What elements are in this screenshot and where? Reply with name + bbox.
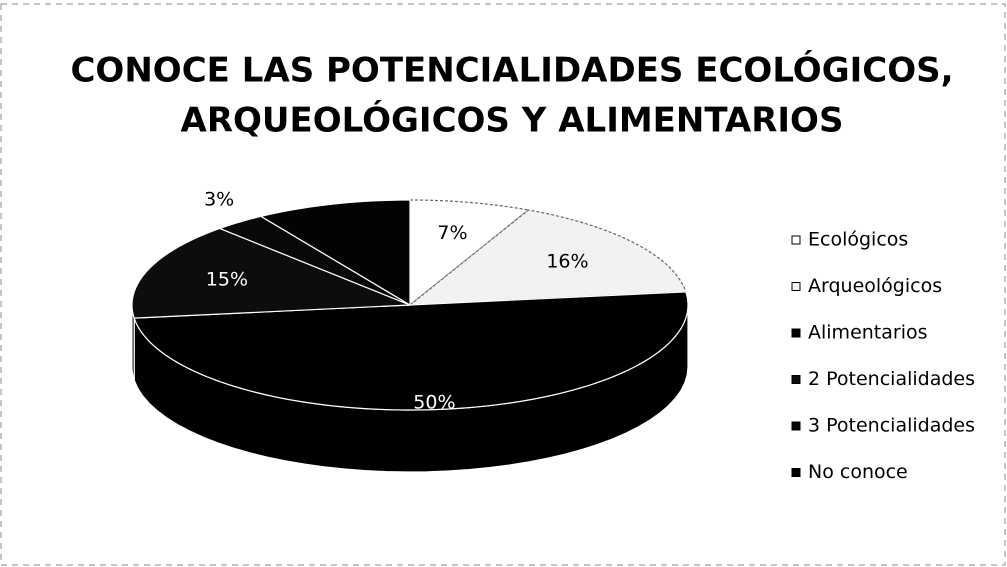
pie-slice [409,199,530,307]
legend-swatch [791,282,801,291]
pie-slice [259,199,411,307]
legend-swatch [791,235,801,245]
legend-label: Arqueológicos [808,275,942,297]
legend-swatch [791,421,801,431]
legend-swatch [791,468,801,477]
pie-slice [408,209,687,306]
legend-label: No conoce [808,461,908,483]
legend-swatch [791,328,801,338]
data-label: 16% [546,250,588,272]
chart-title: ARQUEOLÓGICOS Y ALIMENTARIOS [181,100,844,141]
pie-slice [133,291,689,411]
data-label: 15% [206,269,248,291]
data-label: 7% [437,222,467,244]
chart-title: CONOCE LAS POTENCIALIDADES ECOLÓGICOS, [70,50,953,91]
legend-label: Alimentarios [808,322,928,344]
legend-label: 3 Potencialidades [808,415,975,437]
data-label: 50% [413,391,455,413]
legend-label: Ecológicos [808,229,908,251]
legend-swatch [791,375,801,384]
legend-label: 2 Potencialidades [808,368,975,390]
pie-slice [131,227,411,319]
data-label: 3% [204,189,234,211]
pie-slice [217,215,411,306]
